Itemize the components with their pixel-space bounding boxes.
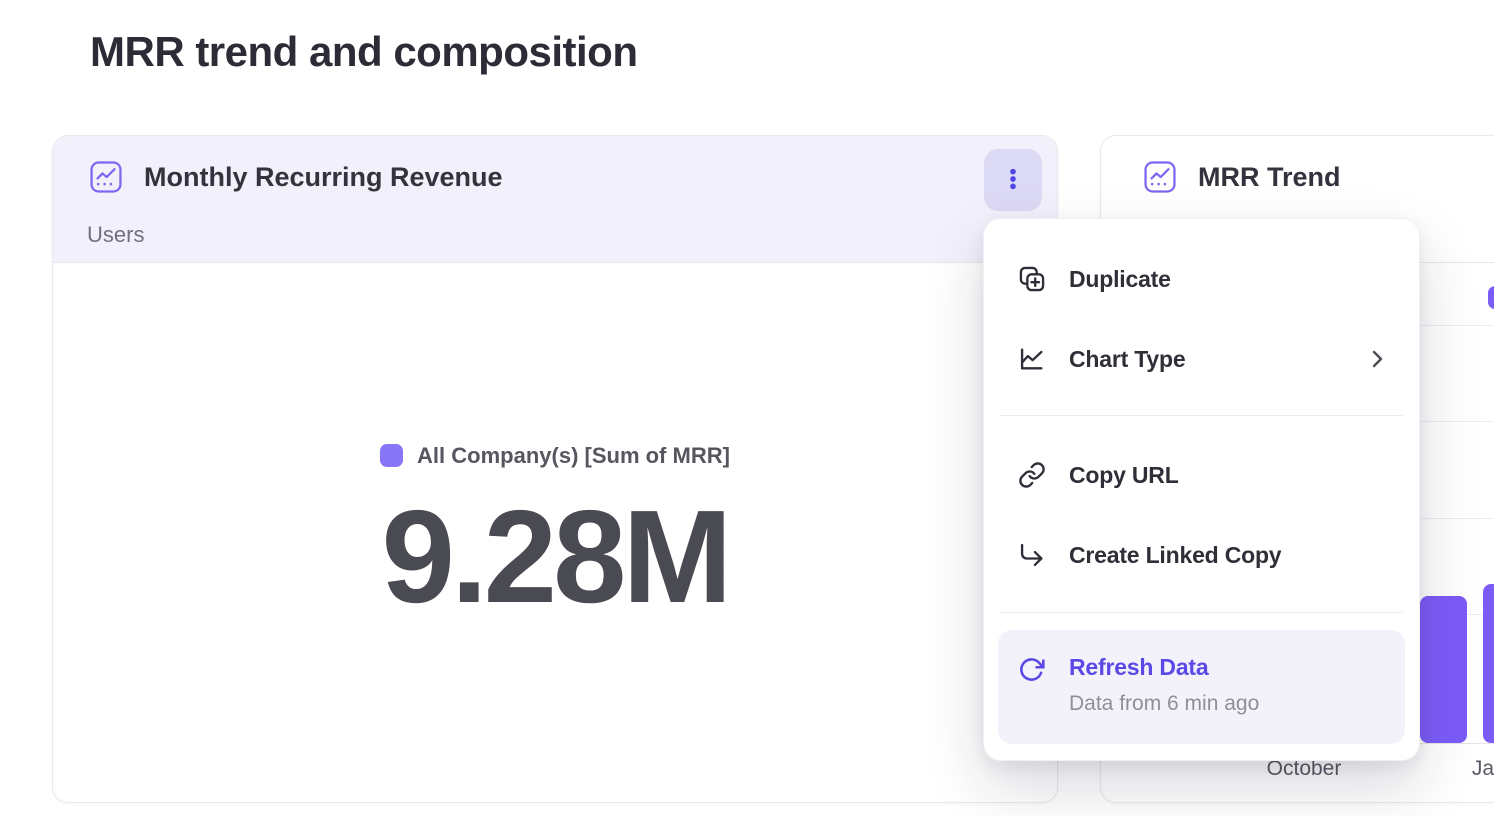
page-title: MRR trend and composition: [90, 28, 638, 75]
corner-down-right-icon: [1018, 541, 1046, 569]
menu-item-duplicate[interactable]: Duplicate: [984, 239, 1419, 319]
trend-bar[interactable]: [1483, 584, 1494, 743]
menu-item-chart-type[interactable]: Chart Type: [984, 319, 1419, 399]
menu-item-refresh-data[interactable]: Refresh Data Data from 6 min ago: [998, 630, 1405, 744]
refresh-icon: [1018, 656, 1045, 683]
trend-legend-swatch: [1488, 286, 1494, 309]
chevron-right-icon: [1365, 347, 1389, 371]
x-axis-label: October: [1266, 757, 1342, 780]
menu-divider: [1000, 415, 1403, 416]
menu-item-label: Create Linked Copy: [1069, 541, 1282, 568]
refresh-sublabel: Data from 6 min ago: [1069, 692, 1260, 715]
menu-item-label: Copy URL: [1069, 461, 1179, 488]
kebab-icon: [1000, 166, 1026, 195]
menu-group: Copy URL Create Linked Copy: [984, 416, 1419, 612]
menu-group: Refresh Data Data from 6 min ago: [984, 613, 1419, 760]
trend-card-title: MRR Trend: [1198, 161, 1341, 192]
chart-icon: [89, 160, 123, 194]
duplicate-icon: [1018, 265, 1046, 293]
menu-divider: [1000, 612, 1403, 613]
legend-swatch: [380, 444, 404, 467]
mrr-card-header: Monthly Recurring Revenue Users: [53, 136, 1057, 263]
x-axis-label: Ja: [1471, 757, 1494, 780]
mrr-card-title-row: Monthly Recurring Revenue: [89, 160, 503, 194]
line-chart-icon: [1018, 345, 1046, 373]
trend-card-title-row: MRR Trend: [1143, 160, 1341, 194]
trend-bar[interactable]: [1420, 596, 1467, 743]
mrr-card-body: All Company(s) [Sum of MRR] 9.28M: [53, 263, 1057, 802]
kpi-legend: All Company(s) [Sum of MRR]: [380, 443, 730, 469]
menu-item-copy-url[interactable]: Copy URL: [984, 435, 1419, 515]
kpi-value: 9.28M: [381, 482, 733, 630]
menu-item-label: Duplicate: [1069, 265, 1171, 292]
menu-item-create-linked-copy[interactable]: Create Linked Copy: [984, 515, 1419, 595]
mrr-card-subtitle: Users: [87, 222, 145, 247]
mrr-card-title: Monthly Recurring Revenue: [144, 161, 503, 192]
mrr-card: Monthly Recurring Revenue Users All Comp…: [52, 135, 1058, 803]
menu-item-label: Chart Type: [1069, 345, 1186, 372]
refresh-label: Refresh Data: [1069, 654, 1209, 680]
refresh-text-group: Refresh Data Data from 6 min ago: [1069, 654, 1259, 716]
chart-icon: [1143, 160, 1177, 194]
card-menu-button[interactable]: [984, 149, 1042, 211]
legend-label: All Company(s) [Sum of MRR]: [417, 442, 730, 468]
menu-group: Duplicate Chart Type: [984, 219, 1419, 415]
card-context-menu: Duplicate Chart Type: [983, 218, 1420, 761]
link-icon: [1018, 461, 1046, 489]
